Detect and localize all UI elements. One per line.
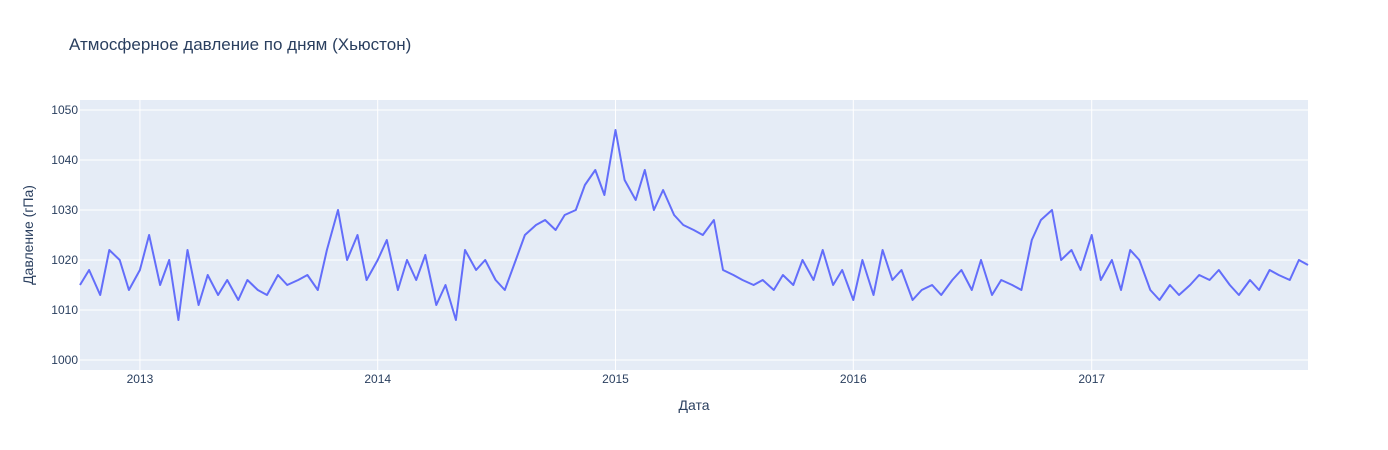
y-tick-label: 1040 [51,153,78,167]
y-axis-ticks: 1000 1010 1020 1030 1040 1050 [51,103,78,367]
y-tick-label: 1000 [51,353,78,367]
x-tick-label: 2013 [127,372,154,386]
y-tick-label: 1020 [51,253,78,267]
y-axis-title: Давление (гПа) [20,185,36,285]
pressure-series-line [79,129,1309,321]
y-tick-label: 1050 [51,103,78,117]
y-tick-label: 1010 [51,303,78,317]
x-tick-label: 2017 [1078,372,1105,386]
y-tick-label: 1030 [51,203,78,217]
chart-title: Атмосферное давление по дням (Хьюстон) [69,35,411,54]
x-tick-label: 2016 [840,372,867,386]
x-tick-label: 2015 [602,372,629,386]
x-tick-label: 2014 [364,372,391,386]
x-axis-ticks: 2013 2014 2015 2016 2017 [127,372,1106,386]
plot-area [80,100,1308,370]
x-axis-title: Дата [678,397,709,413]
